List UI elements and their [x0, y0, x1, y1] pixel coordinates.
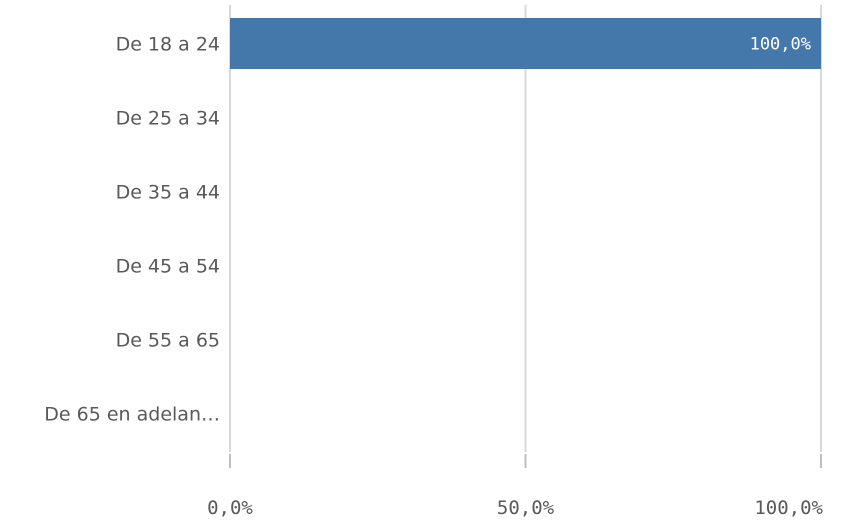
category-label: De 45 a 54	[116, 256, 220, 278]
x-axis: 0,0% 50,0% 100,0%	[207, 454, 824, 519]
category-label: De 35 a 44	[116, 182, 220, 204]
bars: 100,0%	[230, 18, 821, 69]
category-label: De 18 a 24	[116, 34, 220, 56]
x-tick-label: 50,0%	[497, 497, 555, 519]
category-label: De 65 en adelan…	[44, 404, 220, 426]
x-tick-label: 100,0%	[754, 497, 823, 519]
bar-value-label: 100,0%	[750, 35, 811, 55]
bar	[230, 18, 821, 69]
category-label: De 25 a 34	[116, 108, 220, 130]
category-label: De 55 a 65	[116, 330, 220, 352]
gridlines	[229, 5, 822, 452]
category-labels: De 18 a 24 De 25 a 34 De 35 a 44 De 45 a 54…	[44, 34, 220, 426]
x-tick-label: 0,0%	[207, 497, 253, 519]
